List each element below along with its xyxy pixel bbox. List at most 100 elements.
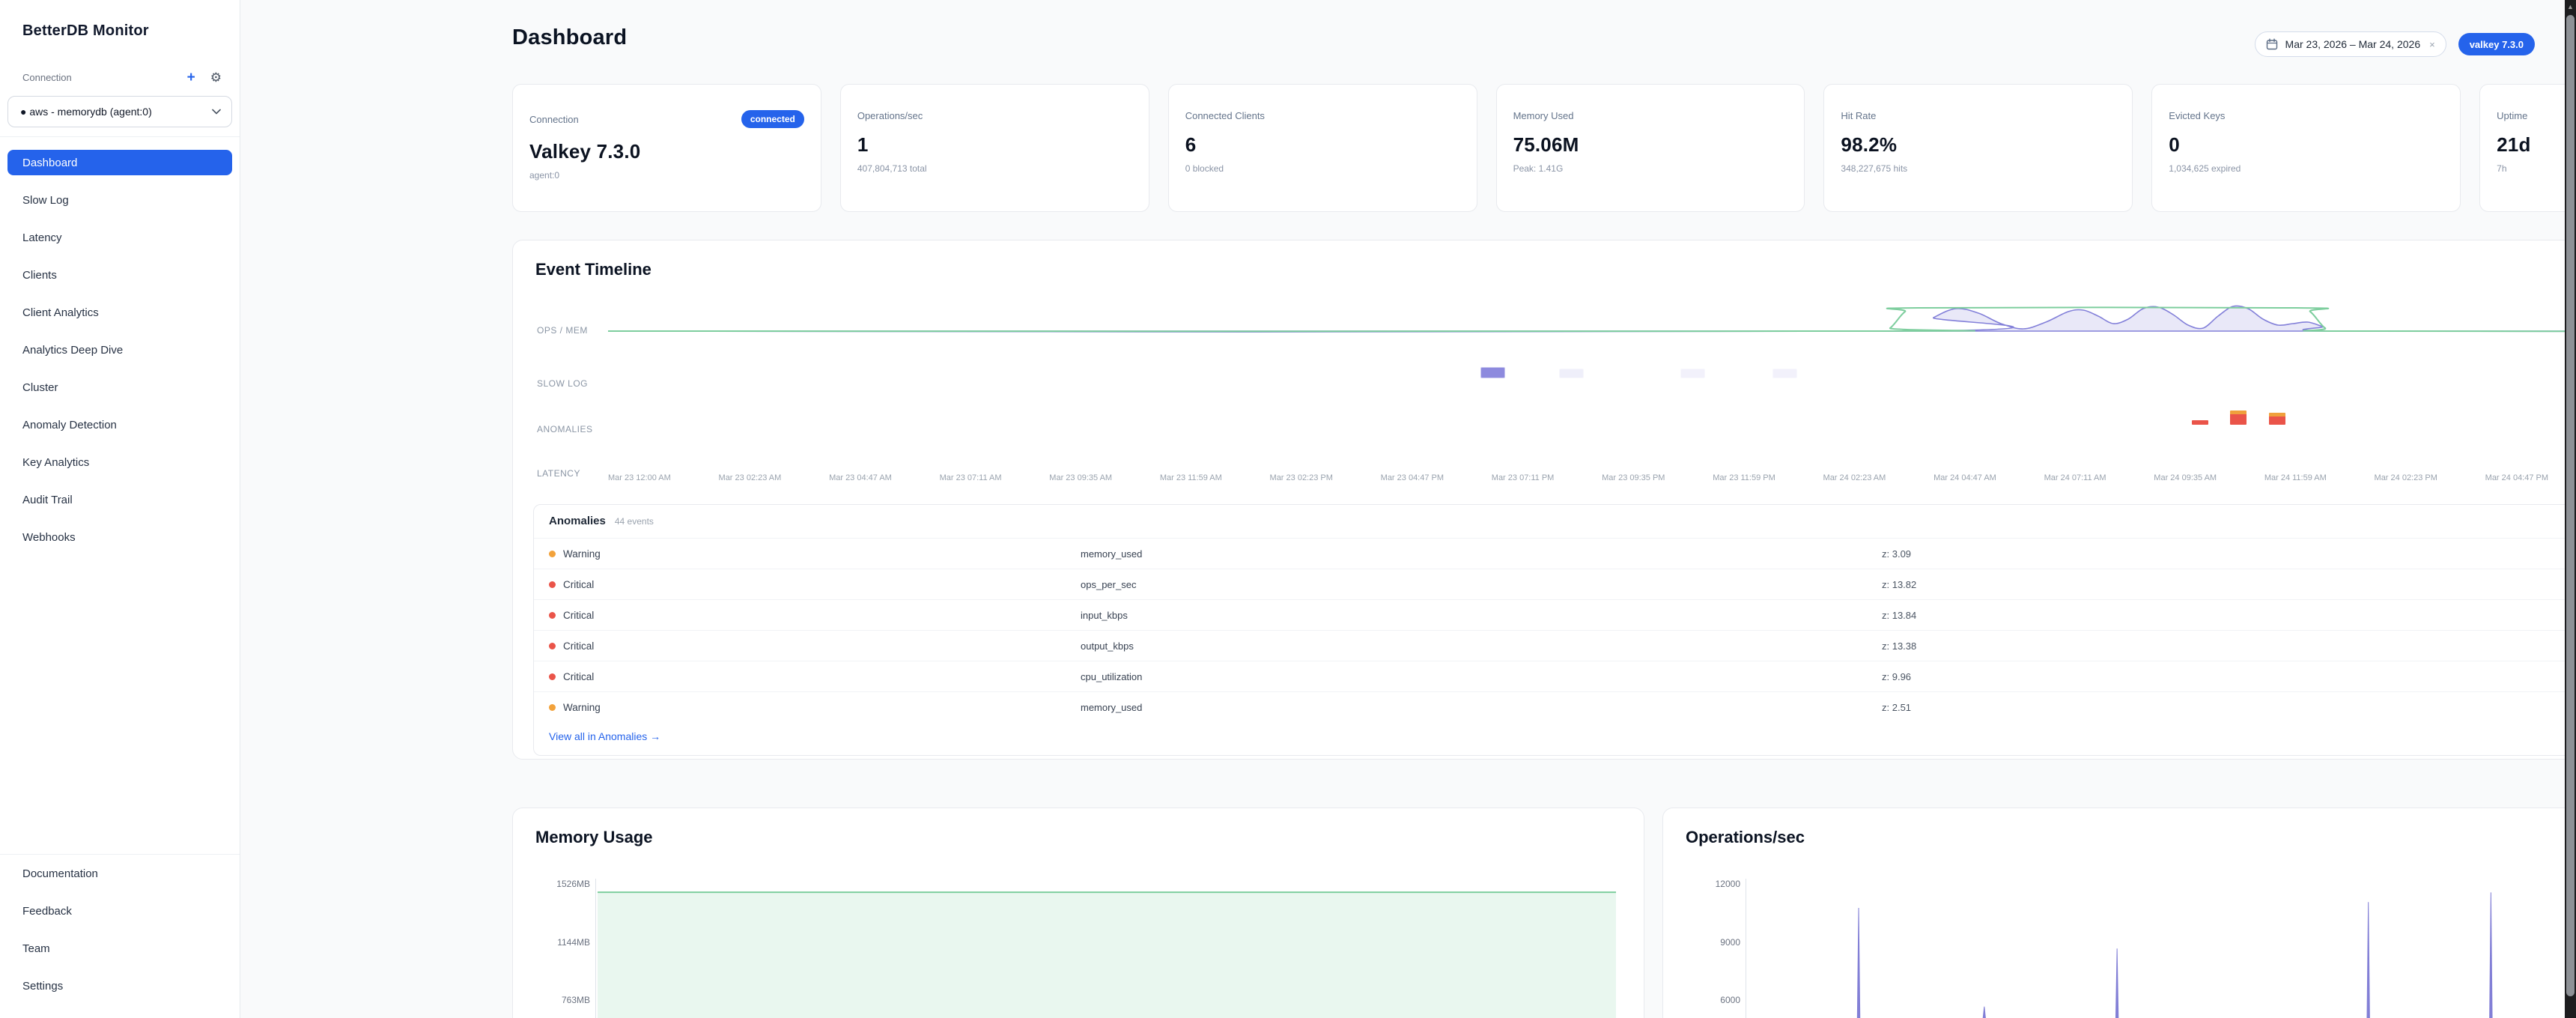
anomaly-zscore: z: 13.38: [1882, 640, 1917, 652]
ops-axis-tick-label: 12000: [1715, 879, 1740, 889]
stat-card-uptime: Uptime 21d 7h: [2479, 84, 2576, 212]
anomaly-zscore: z: 9.96: [1882, 671, 1912, 682]
timeline-tick-label: Mar 23 02:23 PM: [1269, 473, 1333, 482]
sidebar-item-team[interactable]: Team: [22, 942, 50, 955]
anomaly-marker-body: [2269, 416, 2285, 425]
memory-usage-card: Memory Usage 1526MB 1144MB 763MB: [512, 808, 1644, 1018]
timeline-tick-label: Mar 23 04:47 AM: [829, 473, 892, 482]
stat-card-connection: Connection connected Valkey 7.3.0 agent:0: [512, 84, 821, 212]
anomaly-metric: cpu_utilization: [1081, 671, 1143, 682]
slowlog-event-marker[interactable]: [1680, 369, 1705, 378]
sidebar-footer-nav: Documentation Feedback Team Settings: [0, 854, 240, 1005]
slowlog-event-marker[interactable]: [1480, 367, 1505, 378]
timeline-tick-label: Mar 24 04:47 AM: [1933, 473, 1996, 482]
timeline-tick-label: Mar 23 09:35 PM: [1602, 473, 1665, 482]
anomaly-severity-label: Warning: [563, 548, 601, 560]
stat-card-connected-clients: Connected Clients 6 0 blocked: [1167, 84, 1477, 212]
sidebar-item-analytics-deep-dive[interactable]: Analytics Deep Dive: [22, 343, 124, 357]
anomaly-event-marker[interactable]: [2269, 413, 2285, 425]
severity-dot-icon: [549, 551, 556, 557]
status-badge: connected: [741, 110, 804, 128]
scroll-up-icon[interactable]: ▲: [2567, 3, 2574, 10]
anomalies-panel: Anomalies 44 events × Warningmemory_used…: [533, 504, 2576, 756]
stat-label-row: Evicted Keys: [2169, 110, 2443, 121]
anomaly-event-marker[interactable]: [2192, 420, 2208, 425]
anomaly-severity-label: Critical: [563, 579, 595, 590]
sidebar-item-slow-log[interactable]: Slow Log: [22, 193, 69, 207]
sidebar-item-feedback[interactable]: Feedback: [22, 904, 72, 918]
sidebar-item-webhooks[interactable]: Webhooks: [22, 530, 76, 544]
sidebar-item-clients[interactable]: Clients: [22, 268, 57, 282]
timeline-tick-label: Mar 23 04:47 PM: [1380, 473, 1445, 482]
memory-y-axis: [595, 879, 596, 1018]
anomaly-zscore: z: 13.82: [1882, 579, 1917, 590]
stat-subtext: 407,804,713 total: [857, 163, 927, 174]
ops-axis-tick-label: 9000: [1720, 936, 1740, 948]
connection-select-value: ● aws - memorydb (agent:0): [20, 106, 152, 118]
stat-label-row: Connection connected: [529, 110, 804, 128]
stat-value: 0: [2169, 133, 2180, 156]
scrollbar-thumb[interactable]: [2566, 15, 2575, 996]
stat-label: Connected Clients: [1185, 110, 1265, 121]
timeline-tick-label: Mar 23 07:11 PM: [1491, 473, 1555, 482]
anomaly-metric: memory_used: [1081, 548, 1143, 560]
ops-mem-chart: [608, 305, 2576, 333]
timeline-tick-label: Mar 23 02:23 AM: [718, 473, 782, 482]
add-connection-button[interactable]: +: [186, 70, 195, 85]
stat-value: Valkey 7.3.0: [529, 140, 641, 163]
date-range-button[interactable]: Mar 23, 2026 – Mar 24, 2026 ×: [2254, 31, 2446, 57]
page-title: Dashboard: [512, 25, 628, 49]
stat-label-row: Operations/sec: [857, 110, 1132, 121]
anomaly-event-marker[interactable]: [2230, 410, 2247, 425]
stat-value: 1: [857, 133, 869, 156]
sidebar-item-anomaly-detection[interactable]: Anomaly Detection: [22, 418, 117, 431]
stat-card-evicted-keys: Evicted Keys 0 1,034,625 expired: [2151, 84, 2461, 212]
slowlog-event-marker[interactable]: [1559, 369, 1584, 378]
anomalies-count: 44 events: [614, 516, 654, 527]
stat-label: Evicted Keys: [2169, 110, 2226, 121]
date-clear-button[interactable]: ×: [2429, 38, 2435, 50]
timeline-tick-label: Mar 23 11:59 AM: [1159, 473, 1222, 482]
gear-icon[interactable]: ⚙: [210, 70, 222, 85]
anomaly-severity: Critical: [549, 600, 594, 631]
timeline-tick-label: Mar 24 04:47 PM: [2485, 473, 2549, 482]
sidebar-item-dashboard[interactable]: Dashboard: [7, 150, 232, 175]
view-all-anomalies-link[interactable]: View all in Anomalies →: [549, 730, 661, 742]
sidebar-item-settings[interactable]: Settings: [22, 979, 64, 993]
stat-label: Hit Rate: [1841, 110, 1877, 121]
severity-dot-icon: [549, 673, 556, 680]
sidebar-item-latency[interactable]: Latency: [22, 231, 62, 244]
stat-value: 21d: [2497, 133, 2531, 156]
sidebar-item-audit-trail[interactable]: Audit Trail: [22, 493, 73, 506]
anomaly-severity-label: Warning: [563, 702, 601, 713]
timeline-row-label-latency: LATENCY: [537, 468, 580, 479]
timeline-tick-label: Mar 24 09:35 AM: [2154, 473, 2217, 482]
anomaly-metric: output_kbps: [1081, 640, 1134, 652]
stat-card-operations-sec: Operations/sec 1 407,804,713 total: [839, 84, 1149, 212]
calendar-icon: [2266, 38, 2277, 50]
sidebar-item-documentation[interactable]: Documentation: [22, 867, 98, 880]
sidebar-item-key-analytics[interactable]: Key Analytics: [22, 455, 90, 469]
stat-subtext: 0 blocked: [1185, 163, 1224, 174]
date-range-label: Mar 23, 2026 – Mar 24, 2026: [2285, 38, 2421, 50]
slowlog-event-marker[interactable]: [1772, 369, 1797, 378]
anomaly-severity: Warning: [549, 692, 601, 723]
event-timeline-card: Event Timeline OPS / MEM SLOW LOG ANOMALIE…: [512, 240, 2576, 760]
connection-select[interactable]: ● aws - memorydb (agent:0): [7, 96, 232, 127]
stat-value: 75.06M: [1513, 133, 1579, 156]
anomaly-severity-label: Critical: [563, 671, 595, 682]
stat-subtext: 7h: [2497, 163, 2507, 174]
timeline-tick-label: Mar 23 07:11 AM: [939, 473, 1002, 482]
sidebar-item-cluster[interactable]: Cluster: [22, 381, 58, 394]
window-scrollbar[interactable]: ▲: [2565, 0, 2576, 1018]
sidebar-item-client-analytics[interactable]: Client Analytics: [22, 306, 99, 319]
anomaly-severity: Warning: [549, 539, 601, 569]
memory-axis-tick-label: 1144MB: [557, 936, 590, 948]
